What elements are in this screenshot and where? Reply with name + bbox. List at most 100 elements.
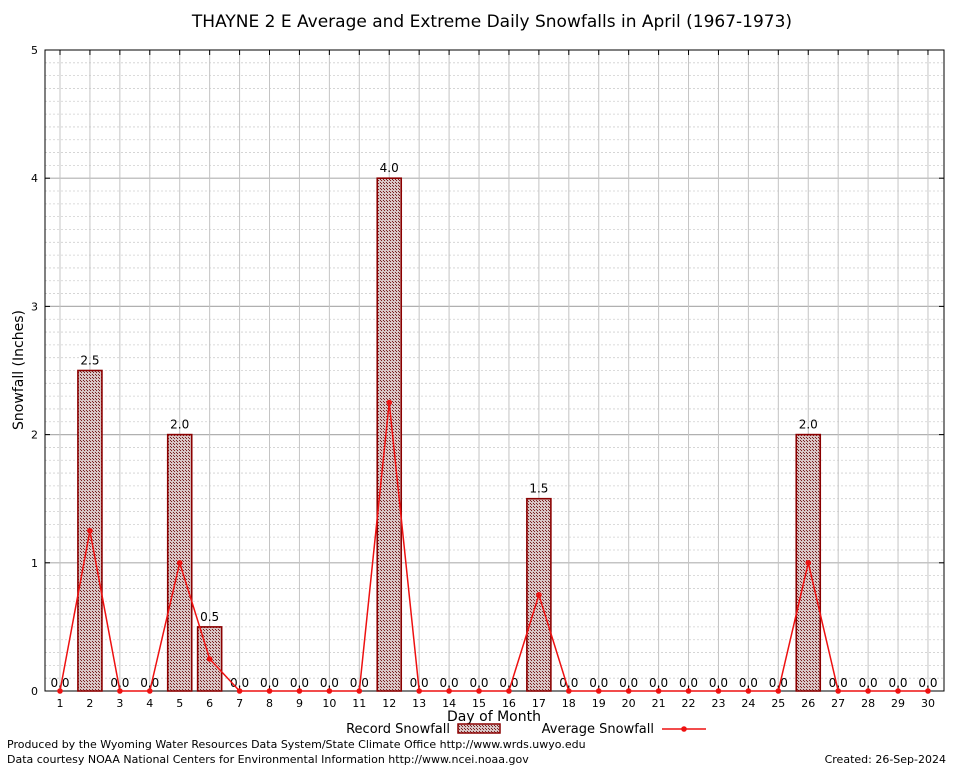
average-point — [625, 688, 632, 694]
data-label: 0.0 — [469, 676, 488, 690]
data-label: 0.0 — [110, 676, 129, 690]
average-series-line — [59, 402, 928, 692]
data-label: 2.0 — [799, 418, 818, 432]
average-point — [715, 688, 722, 694]
average-point — [925, 688, 931, 694]
average-point — [326, 688, 333, 694]
y-tick-label: 5 — [31, 44, 38, 57]
x-tick-label: 14 — [442, 697, 456, 710]
x-tick-label: 26 — [801, 697, 815, 710]
y-axis-ticks: 0 1 2 3 4 5 — [31, 44, 944, 698]
grid-lines — [45, 50, 944, 691]
x-tick-label: 19 — [592, 697, 606, 710]
data-label: 2.5 — [80, 354, 99, 368]
average-point — [236, 688, 243, 694]
average-point — [296, 688, 303, 694]
average-point — [895, 688, 901, 694]
data-label: 0.0 — [559, 676, 578, 690]
data-label: 1.5 — [529, 482, 548, 496]
x-tick-label: 24 — [741, 697, 755, 710]
y-tick-label: 0 — [31, 685, 38, 698]
x-tick-label: 9 — [296, 697, 303, 710]
data-label: 0.0 — [619, 676, 638, 690]
data-label: 0.0 — [589, 676, 608, 690]
data-label: 0.0 — [260, 676, 279, 690]
y-tick-label: 1 — [31, 557, 38, 570]
x-tick-label: 18 — [562, 697, 576, 710]
y-tick-label: 4 — [31, 172, 38, 185]
x-tick-label: 2 — [86, 697, 93, 710]
data-label: 2.0 — [170, 418, 189, 432]
x-tick-label: 29 — [891, 697, 905, 710]
average-point — [87, 527, 93, 534]
x-tick-label: 22 — [682, 697, 696, 710]
data-label: 0.0 — [50, 676, 69, 690]
data-label: 0.0 — [829, 676, 848, 690]
x-tick-label: 6 — [206, 697, 213, 710]
data-label: 4.0 — [380, 161, 399, 175]
data-label: 0.0 — [739, 676, 758, 690]
x-tick-label: 3 — [116, 697, 123, 710]
data-label: 0.0 — [499, 676, 518, 690]
y-tick-label: 2 — [31, 429, 38, 442]
y-axis-title: Snowfall (Inches) — [11, 310, 27, 430]
average-point — [536, 592, 542, 598]
average-point — [356, 688, 363, 694]
x-axis-title: Day of Month — [447, 709, 541, 725]
x-tick-label: 30 — [921, 697, 935, 710]
average-point — [595, 688, 602, 694]
legend-record-label: Record Snowfall — [346, 722, 450, 737]
data-label: 0.0 — [888, 676, 907, 690]
x-tick-label: 5 — [176, 697, 183, 710]
average-point — [805, 560, 812, 566]
data-label: 0.0 — [709, 676, 728, 690]
data-label: 0.0 — [769, 676, 788, 690]
chart-title: THAYNE 2 E Average and Extreme Daily Sno… — [191, 12, 792, 32]
legend-record-swatch — [457, 723, 501, 734]
average-point — [476, 688, 482, 694]
x-tick-label: 17 — [532, 697, 546, 710]
average-point — [566, 688, 572, 694]
data-label: 0.0 — [350, 676, 369, 690]
data-label: 0.0 — [140, 676, 159, 690]
x-tick-label: 4 — [146, 697, 153, 710]
average-point — [57, 688, 63, 694]
x-tick-label: 16 — [502, 697, 516, 710]
legend-average-marker — [681, 726, 687, 732]
data-label: 0.0 — [410, 676, 429, 690]
data-label: 0.0 — [320, 676, 339, 690]
average-point — [117, 688, 123, 694]
x-tick-label: 10 — [322, 697, 336, 710]
average-point — [655, 688, 662, 694]
x-tick-label: 1 — [57, 697, 64, 710]
average-point — [446, 688, 452, 694]
x-tick-label: 20 — [622, 697, 636, 710]
average-point — [176, 560, 183, 566]
x-tick-label: 8 — [266, 697, 273, 710]
data-label: 0.5 — [200, 610, 219, 624]
average-point — [835, 688, 841, 694]
average-point — [506, 688, 512, 694]
data-labels: 0.0 2.5 0.0 0.0 2.0 0.5 0.0 0.0 0.0 0.0 0.0 4.0 0.0 0… — [50, 161, 937, 690]
average-point — [745, 688, 752, 694]
data-label: 0.0 — [679, 676, 698, 690]
average-point — [775, 688, 782, 694]
data-label: 0.0 — [649, 676, 668, 690]
x-tick-label: 21 — [652, 697, 666, 710]
average-point — [416, 688, 422, 694]
average-line — [57, 399, 931, 694]
x-tick-label: 15 — [472, 697, 486, 710]
footer-created-date: Created: 26-Sep-2024 — [825, 753, 946, 766]
x-tick-label: 7 — [236, 697, 243, 710]
x-tick-label: 12 — [382, 697, 396, 710]
data-label: 0.0 — [859, 676, 878, 690]
average-point — [266, 688, 273, 694]
data-label: 0.0 — [290, 676, 309, 690]
legend-average-label: Average Snowfall — [542, 722, 654, 737]
average-point — [146, 688, 153, 694]
footer-data-source: Data courtesy NOAA National Centers for … — [7, 753, 529, 766]
average-point — [685, 688, 692, 694]
legend: Record Snowfall Average Snowfall — [346, 722, 706, 737]
x-tick-label: 27 — [831, 697, 845, 710]
